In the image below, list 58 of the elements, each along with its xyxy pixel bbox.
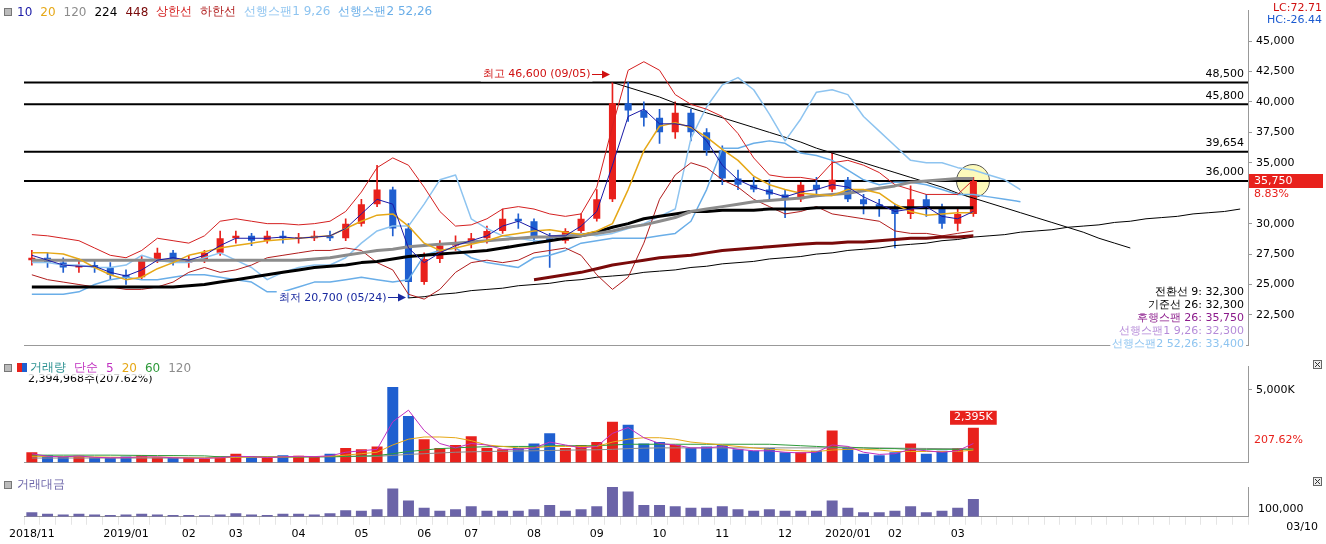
x-tick-label: 10 bbox=[652, 527, 667, 541]
y-tick-label: 45,000 bbox=[1256, 33, 1295, 47]
series-label: 거래대금 bbox=[17, 476, 65, 493]
x-tick-label: 2019/01 bbox=[103, 527, 149, 541]
x-tick-label: 08 bbox=[527, 527, 541, 541]
annotation: 45,800 bbox=[1205, 88, 1244, 102]
x-tick-label: 2020/01 bbox=[824, 527, 871, 541]
annotation: 전환선 9: 32,300 bbox=[1154, 284, 1244, 298]
text: 120 bbox=[168, 360, 192, 375]
y-tick-label: 27,500 bbox=[1256, 246, 1295, 260]
annotation: 최저 20,700 (05/24) bbox=[278, 290, 387, 304]
x-tick-label: 03 bbox=[950, 527, 965, 541]
y-tick-label: 30,000 bbox=[1256, 216, 1295, 230]
annotation: 48,500 bbox=[1205, 66, 1244, 80]
annotation: 36,000 bbox=[1205, 165, 1244, 179]
text: 8.83% bbox=[1254, 186, 1289, 200]
data-label: 2,395K bbox=[954, 410, 994, 424]
x-tick-label: 2018/11 bbox=[8, 527, 55, 541]
annotation: 기준선 26: 32,300 bbox=[1147, 297, 1244, 311]
annotation: 선행스팬1 9,26: 32,300 bbox=[1119, 323, 1244, 337]
text: 120 bbox=[63, 4, 87, 19]
legend-label: 거래량 bbox=[30, 359, 66, 374]
x-tick-label: 12 bbox=[778, 527, 793, 541]
text: 207.62% bbox=[1254, 433, 1303, 447]
y-tick-label: 40,000 bbox=[1256, 94, 1295, 108]
text: 20 bbox=[40, 4, 56, 19]
x-tick-label: 06 bbox=[417, 527, 432, 541]
text: 224 bbox=[94, 4, 118, 19]
text: 선행스팬2 52,26 bbox=[338, 3, 433, 20]
y-tick-label: 5,000K bbox=[1256, 382, 1296, 396]
text: 03/10 bbox=[1286, 519, 1318, 533]
text: HC:-26.44 bbox=[1266, 12, 1322, 26]
annotation: 39,654 bbox=[1205, 136, 1244, 150]
text: 35,750 bbox=[1254, 173, 1293, 187]
annotation: 최고 46,600 (09/05) bbox=[482, 67, 591, 81]
y-tick-label: 25,000 bbox=[1256, 277, 1295, 291]
text: 선행스팬1 9,26 bbox=[244, 3, 331, 20]
y-tick-label: 42,500 bbox=[1256, 64, 1295, 78]
annotation: 선행스팬2 52,26: 33,400 bbox=[1112, 336, 1244, 350]
x-tick-label: 03 bbox=[228, 527, 243, 541]
x-tick-label: 02 bbox=[181, 527, 196, 541]
x-tick-label: 04 bbox=[291, 527, 306, 541]
text: 10 bbox=[17, 4, 33, 19]
text: 448 bbox=[125, 4, 149, 19]
y-tick-label: 35,000 bbox=[1256, 155, 1295, 169]
text: 상한선 bbox=[156, 3, 193, 20]
x-tick-label: 09 bbox=[589, 527, 604, 541]
text: 100,000 bbox=[1258, 501, 1304, 515]
x-tick-label: 07 bbox=[464, 527, 479, 541]
x-tick-label: 02 bbox=[887, 527, 902, 541]
x-tick-label: 05 bbox=[354, 527, 369, 541]
text: 하한선 bbox=[200, 3, 237, 20]
annotation: 후행스팬 26: 35,750 bbox=[1136, 310, 1244, 324]
legend-title: 단순 bbox=[74, 359, 98, 374]
text: LC:72.71 bbox=[1272, 0, 1322, 14]
y-tick-label: 22,500 bbox=[1256, 307, 1295, 321]
x-tick-label: 11 bbox=[715, 527, 730, 541]
y-tick-label: 37,500 bbox=[1256, 125, 1295, 139]
